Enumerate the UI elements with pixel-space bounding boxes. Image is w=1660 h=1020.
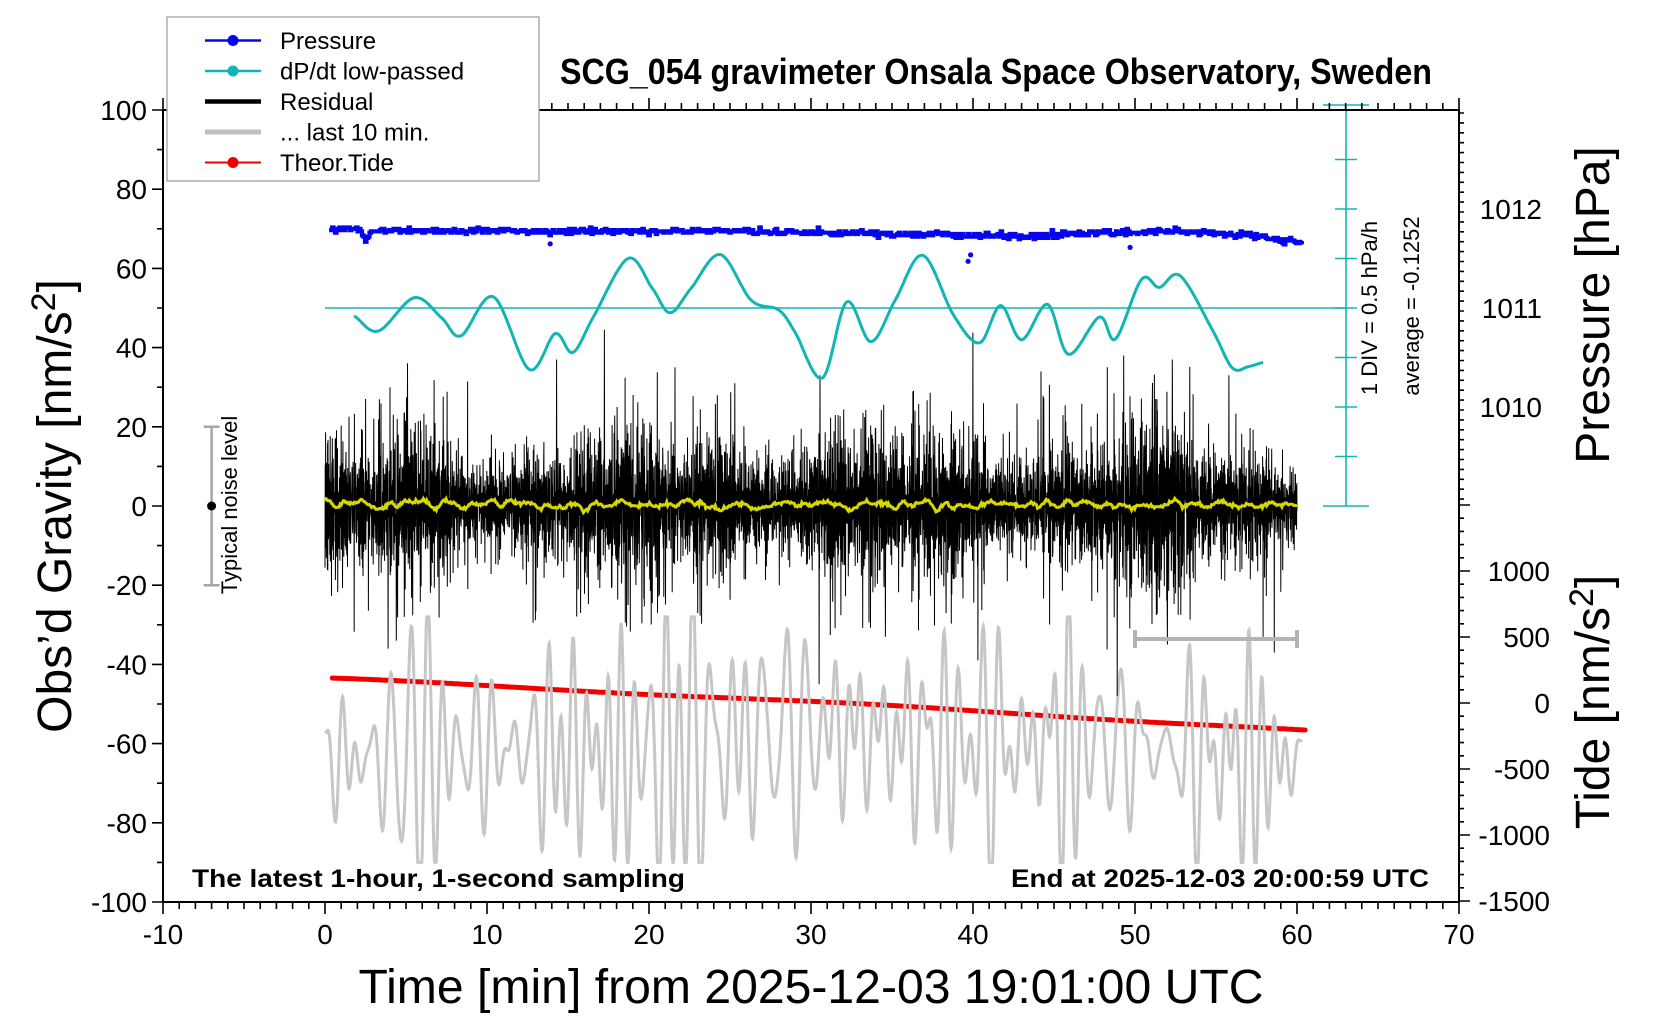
svg-text:-60: -60: [107, 729, 147, 760]
svg-text:-80: -80: [107, 808, 147, 839]
svg-text:20: 20: [633, 919, 664, 950]
svg-text:Tide [nm/s2]: Tide [nm/s2]: [1563, 575, 1620, 830]
svg-text:20: 20: [116, 412, 147, 443]
svg-text:1 DIV = 0.5 hPa/h: 1 DIV = 0.5 hPa/h: [1357, 221, 1382, 395]
svg-text:-1000: -1000: [1478, 820, 1550, 851]
svg-text:0: 0: [1534, 688, 1550, 719]
svg-text:1000: 1000: [1488, 556, 1550, 587]
svg-text:40: 40: [116, 333, 147, 364]
svg-text:1011: 1011: [1482, 293, 1542, 324]
svg-text:average = -0.1252: average = -0.1252: [1399, 216, 1424, 395]
svg-text:-10: -10: [143, 919, 183, 950]
svg-text:... last 10 min.: ... last 10 min.: [280, 120, 429, 147]
svg-text:Pressure: Pressure: [280, 28, 376, 55]
svg-text:100: 100: [100, 95, 147, 126]
svg-text:-40: -40: [107, 649, 147, 680]
svg-text:-100: -100: [91, 887, 147, 918]
svg-text:-1500: -1500: [1478, 886, 1550, 917]
svg-text:500: 500: [1503, 622, 1550, 653]
svg-text:40: 40: [957, 919, 988, 950]
svg-text:0: 0: [317, 919, 333, 950]
svg-text:Typical noise level: Typical noise level: [217, 416, 242, 595]
svg-text:1010: 1010: [1480, 392, 1542, 423]
svg-text:60: 60: [116, 253, 147, 284]
svg-text:70: 70: [1443, 919, 1474, 950]
svg-text:dP/dt low-passed: dP/dt low-passed: [280, 59, 464, 86]
svg-text:30: 30: [795, 919, 826, 950]
svg-text:SCG_054 gravimeter Onsala Spac: SCG_054 gravimeter Onsala Space Observat…: [560, 51, 1432, 92]
svg-text:1012: 1012: [1480, 194, 1542, 225]
svg-text:Theor.Tide: Theor.Tide: [280, 150, 394, 177]
svg-text:0: 0: [131, 491, 147, 522]
svg-text:-20: -20: [107, 570, 147, 601]
svg-text:Pressure [hPa]: Pressure [hPa]: [1567, 146, 1620, 463]
svg-text:80: 80: [116, 174, 147, 205]
svg-text:50: 50: [1119, 919, 1150, 950]
svg-text:End at 2025-12-03 20:00:59 UTC: End at 2025-12-03 20:00:59 UTC: [1011, 865, 1429, 893]
svg-text:10: 10: [471, 919, 502, 950]
svg-text:Obs’d Gravity [nm/s2]: Obs’d Gravity [nm/s2]: [25, 279, 82, 733]
svg-text:60: 60: [1281, 919, 1312, 950]
svg-text:Time [min] from 2025-12-03 19:: Time [min] from 2025-12-03 19:01:00 UTC: [359, 961, 1264, 1014]
svg-text:Residual: Residual: [280, 89, 373, 116]
svg-text:-500: -500: [1494, 754, 1550, 785]
svg-text:The latest 1-hour, 1-second sa: The latest 1-hour, 1-second sampling: [192, 865, 685, 893]
